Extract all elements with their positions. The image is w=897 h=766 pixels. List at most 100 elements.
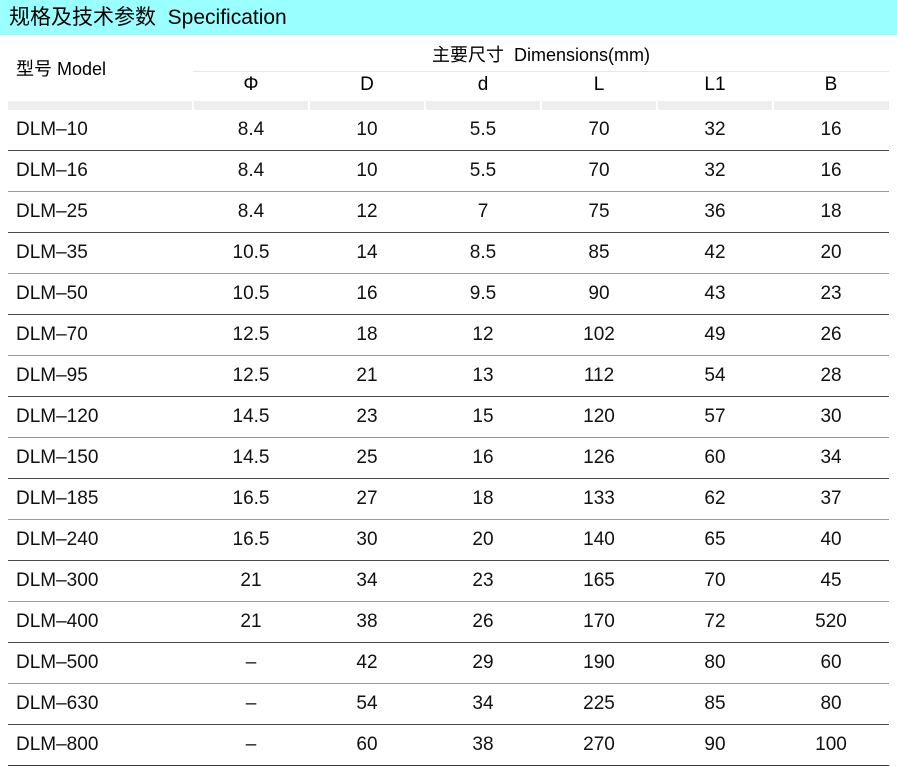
cell-l: 190 — [541, 642, 657, 684]
separator-cell-b — [771, 101, 890, 110]
cell-l: 225 — [541, 683, 657, 725]
cell-model: DLM–95 — [8, 355, 193, 397]
cell-l: 270 — [541, 724, 657, 766]
cell-phi: 10.5 — [193, 273, 309, 315]
cell-model: DLM–500 — [8, 642, 193, 684]
separator-cell-model — [8, 101, 193, 110]
cell-phi: 16.5 — [193, 519, 309, 561]
cell-model: DLM–10 — [8, 110, 193, 151]
table-head: 型号 Model 主要尺寸 Dimensions(mm) Φ D d L L1 … — [8, 35, 890, 110]
table-row: DLM–120 14.5 23 15 120 57 30 — [8, 396, 890, 438]
cell-l1: 43 — [657, 273, 773, 315]
cell-phi: 21 — [193, 560, 309, 602]
cell-b: 26 — [773, 314, 890, 356]
cell-model: DLM–70 — [8, 314, 193, 356]
column-header-model: 型号 Model — [8, 35, 193, 101]
cell-model: DLM–185 — [8, 478, 193, 520]
cell-l1: 85 — [657, 683, 773, 725]
cell-d-upper: 38 — [309, 601, 425, 643]
cell-b: 20 — [773, 232, 890, 274]
separator-cell-phi — [192, 101, 309, 110]
cell-d-lower: 18 — [425, 478, 541, 520]
cell-b: 16 — [773, 110, 890, 151]
title-bar: 规格及技术参数 Specification — [0, 0, 897, 35]
cell-phi: 21 — [193, 601, 309, 643]
cell-d-upper: 30 — [309, 519, 425, 561]
cell-b: 60 — [773, 642, 890, 684]
cell-l1: 62 — [657, 478, 773, 520]
cell-d-lower: 16 — [425, 437, 541, 479]
cell-d-upper: 60 — [309, 724, 425, 766]
column-header-b: B — [773, 71, 890, 101]
cell-b: 28 — [773, 355, 890, 397]
cell-d-upper: 10 — [309, 150, 425, 192]
cell-b: 37 — [773, 478, 890, 520]
cell-l: 126 — [541, 437, 657, 479]
table-row: DLM–25 8.4 12 7 75 36 18 — [8, 191, 890, 233]
cell-l: 70 — [541, 110, 657, 151]
cell-b: 40 — [773, 519, 890, 561]
cell-l1: 72 — [657, 601, 773, 643]
cell-d-upper: 54 — [309, 683, 425, 725]
cell-l: 70 — [541, 150, 657, 192]
cell-l: 112 — [541, 355, 657, 397]
cell-phi: – — [193, 683, 309, 725]
cell-d-lower: 38 — [425, 724, 541, 766]
table-row: DLM–300 21 34 23 165 70 45 — [8, 560, 890, 602]
cell-phi: 8.4 — [193, 110, 309, 151]
cell-l: 90 — [541, 273, 657, 315]
cell-b: 80 — [773, 683, 890, 725]
cell-l1: 42 — [657, 232, 773, 274]
cell-model: DLM–240 — [8, 519, 193, 561]
cell-l1: 49 — [657, 314, 773, 356]
table-row: DLM–50 10.5 16 9.5 90 43 23 — [8, 273, 890, 315]
table-row: DLM–16 8.4 10 5.5 70 32 16 — [8, 150, 890, 192]
cell-model: DLM–25 — [8, 191, 193, 233]
cell-d-lower: 34 — [425, 683, 541, 725]
cell-l1: 60 — [657, 437, 773, 479]
cell-phi: 10.5 — [193, 232, 309, 274]
cell-l1: 54 — [657, 355, 773, 397]
table-row: DLM–400 21 38 26 170 72 520 — [8, 601, 890, 643]
cell-model: DLM–35 — [8, 232, 193, 274]
cell-d-lower: 13 — [425, 355, 541, 397]
cell-phi: 14.5 — [193, 437, 309, 479]
cell-d-upper: 18 — [309, 314, 425, 356]
cell-phi: – — [193, 724, 309, 766]
table-row: DLM–10 8.4 10 5.5 70 32 16 — [8, 110, 890, 151]
cell-d-lower: 7 — [425, 191, 541, 233]
cell-d-lower: 23 — [425, 560, 541, 602]
cell-l: 120 — [541, 396, 657, 438]
cell-b: 45 — [773, 560, 890, 602]
cell-model: DLM–120 — [8, 396, 193, 438]
header-row-group: 型号 Model 主要尺寸 Dimensions(mm) — [8, 35, 890, 101]
cell-phi: – — [193, 642, 309, 684]
separator-cell-l — [540, 101, 657, 110]
column-header-d-lo: d — [425, 71, 541, 101]
cell-l: 165 — [541, 560, 657, 602]
cell-d-upper: 21 — [309, 355, 425, 397]
table-row: DLM–800–60 38 270 90 100 — [8, 724, 890, 766]
cell-l: 75 — [541, 191, 657, 233]
cell-b: 16 — [773, 150, 890, 192]
column-header-l: L — [541, 71, 657, 101]
cell-b: 100 — [773, 724, 890, 766]
cell-b: 520 — [773, 601, 890, 643]
cell-b: 34 — [773, 437, 890, 479]
cell-b: 30 — [773, 396, 890, 438]
column-header-l1: L1 — [657, 71, 773, 101]
table-row: DLM–70 12.5 18 12 102 49 26 — [8, 314, 890, 356]
specification-table-wrapper: 型号 Model 主要尺寸 Dimensions(mm) Φ D d L L1 … — [0, 35, 897, 766]
cell-l1: 90 — [657, 724, 773, 766]
cell-model: DLM–400 — [8, 601, 193, 643]
cell-model: DLM–630 — [8, 683, 193, 725]
cell-l1: 65 — [657, 519, 773, 561]
cell-phi: 8.4 — [193, 191, 309, 233]
cell-phi: 12.5 — [193, 355, 309, 397]
cell-model: DLM–150 — [8, 437, 193, 479]
cell-d-lower: 29 — [425, 642, 541, 684]
cell-phi: 14.5 — [193, 396, 309, 438]
cell-d-lower: 20 — [425, 519, 541, 561]
cell-phi: 12.5 — [193, 314, 309, 356]
